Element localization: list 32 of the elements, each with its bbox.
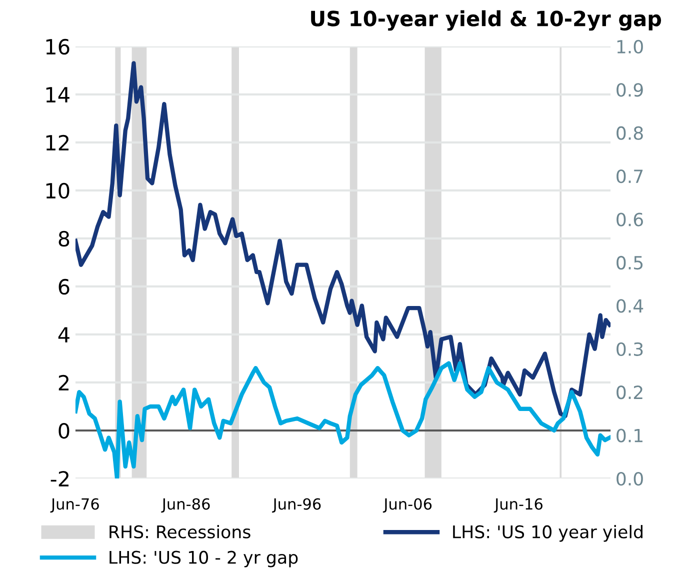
y-tick-label: -2 xyxy=(50,470,69,486)
y-tick-label: 14 xyxy=(46,87,70,102)
y2-tick-label: 0.3 xyxy=(616,342,643,356)
y2-tick-label: 0.8 xyxy=(616,126,643,140)
y-tick-label: 16 xyxy=(46,38,70,55)
y2-tick-label: 1.0 xyxy=(617,40,643,54)
y-tick-label: 12 xyxy=(46,134,69,150)
y2-tick-label: 0.6 xyxy=(616,212,643,226)
x-tick-label: Jun-96 xyxy=(272,498,321,513)
line-series xyxy=(75,61,611,418)
x-tick-label: Jun-86 xyxy=(161,498,210,513)
y-tick-label: 6 xyxy=(58,278,70,295)
y-tick-label: 10 xyxy=(46,182,70,199)
y-tick-label: 8 xyxy=(58,230,70,247)
x-tick-label: Jun-16 xyxy=(494,498,542,513)
x-tick-label: Jun-06 xyxy=(382,498,432,513)
y2-tick-label: 0.7 xyxy=(616,169,643,184)
y2-tick-label: 0.1 xyxy=(616,428,642,442)
legend-label: LHS: 'US 10 year yield xyxy=(453,524,642,542)
line-series xyxy=(75,361,611,478)
legend-label: LHS: 'US 10 - 2 yr gap xyxy=(110,550,298,568)
legend-label: RHS: Recessions xyxy=(110,524,250,538)
y-tick-label: 0 xyxy=(58,422,70,439)
y-tick-label: 4 xyxy=(58,327,70,342)
x-tick-label: Jun-76 xyxy=(50,498,99,513)
y-tick-label: 2 xyxy=(58,374,69,390)
y2-tick-label: 0.0 xyxy=(616,472,643,486)
y2-tick-label: 0.5 xyxy=(616,256,643,270)
y2-tick-label: 0.2 xyxy=(616,386,642,400)
y2-tick-label: 0.4 xyxy=(616,299,644,313)
chart-title: US 10-year yield & 10-2yr gap xyxy=(311,10,662,31)
y2-tick-label: 0.9 xyxy=(616,83,643,97)
